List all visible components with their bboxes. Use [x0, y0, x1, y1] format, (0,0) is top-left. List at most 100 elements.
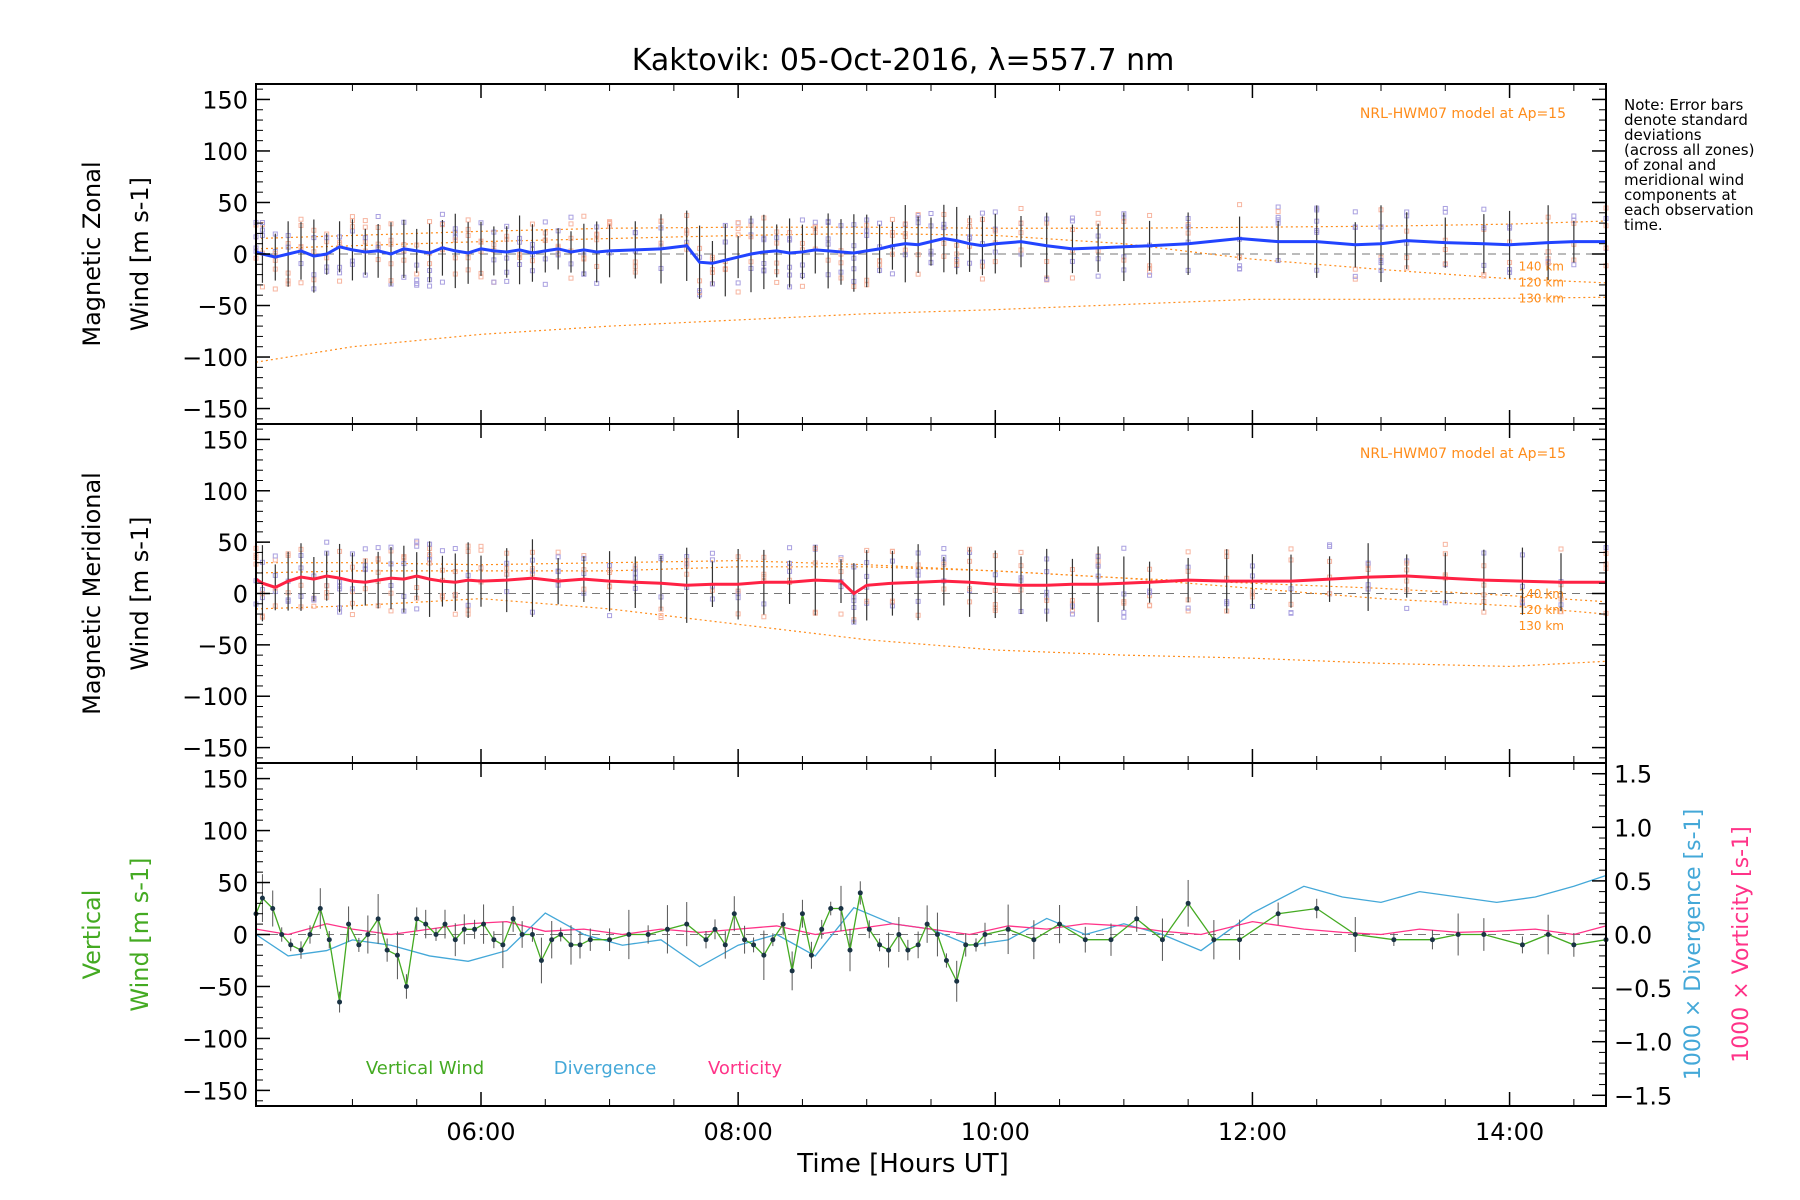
- y-tick-label: 0: [233, 241, 248, 269]
- zone-point: [1237, 266, 1243, 272]
- vertical-wind-point: [472, 926, 478, 932]
- zone-point: [735, 280, 741, 286]
- y-tick-label: 0: [233, 581, 248, 609]
- x-tick-label: 12:00: [1218, 1118, 1287, 1146]
- right-tick-label: 1.5: [1614, 761, 1652, 789]
- zone-point: [1237, 263, 1243, 269]
- vertical-wind-point: [847, 947, 853, 953]
- vertical-wind-point: [491, 937, 497, 943]
- x-tick-label: 10:00: [961, 1118, 1030, 1146]
- zone-point: [478, 543, 484, 549]
- zone-point: [478, 547, 484, 553]
- zone-point: [1481, 609, 1487, 615]
- zone-point: [735, 289, 741, 295]
- zone-point: [1275, 209, 1281, 215]
- zone-point: [1352, 276, 1358, 282]
- vertical-wind-point: [799, 911, 805, 917]
- zone-point: [272, 286, 278, 292]
- right-tick-label: 1.0: [1614, 814, 1652, 842]
- model-alt-label: 120 km: [1519, 603, 1564, 617]
- vertical-wind-point: [500, 942, 506, 948]
- vertical-wind-point: [414, 916, 420, 922]
- vertical-wind-point: [924, 921, 930, 927]
- vertical-wind-point: [1545, 932, 1551, 937]
- vertical-wind-point: [529, 932, 535, 937]
- y-axis-label-line1: Magnetic Meridional: [78, 472, 106, 715]
- vertical-wind-point: [886, 947, 892, 953]
- zone-point: [324, 539, 330, 545]
- vertical-wind-point: [307, 932, 313, 937]
- zone-point: [298, 216, 304, 222]
- zone-point: [542, 281, 548, 287]
- right-axis-label-divergence: 1000 × Divergence [s-1]: [1681, 809, 1706, 1080]
- y-axis-label-line1: Vertical: [78, 890, 106, 980]
- vertical-wind-point: [664, 926, 670, 932]
- model-line-alt_120: [256, 560, 1607, 615]
- y-tick-label: 50: [217, 529, 248, 557]
- x-tick-label: 08:00: [704, 1118, 773, 1146]
- model-label: NRL-HWM07 model at Ap=15: [1360, 446, 1566, 462]
- zone-point: [812, 219, 818, 225]
- zone-point: [298, 280, 304, 286]
- vertical-wind-point: [558, 932, 564, 937]
- zone-point: [889, 271, 895, 277]
- zone-point: [1069, 275, 1075, 281]
- zone-point: [272, 557, 278, 563]
- zone-point: [1018, 205, 1024, 211]
- x-tick-label: 14:00: [1475, 1118, 1544, 1146]
- right-tick-label: −1.0: [1614, 1029, 1672, 1057]
- vertical-wind-point: [607, 937, 613, 943]
- vertical-wind-point: [1005, 926, 1011, 932]
- zone-point: [761, 614, 767, 620]
- vertical-wind-point: [857, 890, 863, 896]
- vertical-wind-point: [1185, 900, 1191, 906]
- right-tick-label: 0.0: [1614, 922, 1652, 950]
- zone-point: [1185, 605, 1191, 611]
- legend-item: Vorticity: [708, 1058, 782, 1079]
- zone-point: [838, 611, 844, 617]
- zone-point: [414, 606, 420, 612]
- vertical-wind-point: [259, 895, 265, 901]
- vertical-wind-point: [877, 942, 883, 948]
- vertical-wind-point: [645, 932, 651, 937]
- vertical-wind-point: [1275, 911, 1281, 917]
- zone-point: [799, 283, 805, 289]
- vertical-wind-point: [346, 921, 352, 927]
- right-tick-label: −0.5: [1614, 975, 1672, 1003]
- zone-point: [1481, 273, 1487, 279]
- zone-point: [1185, 608, 1191, 614]
- zone-point: [439, 279, 445, 285]
- zone-point: [1352, 209, 1358, 215]
- zone-point: [735, 220, 741, 226]
- y-tick-label: 150: [202, 766, 248, 794]
- zone-point: [1147, 603, 1153, 609]
- zone-point: [709, 550, 715, 556]
- zone-point: [1571, 213, 1577, 219]
- chart-note: Note: Error bars denote standard deviati…: [1624, 96, 1755, 234]
- vertical-wind-point: [1391, 937, 1397, 943]
- zone-point: [992, 209, 998, 215]
- zone-point: [581, 213, 587, 219]
- x-tick-label: 06:00: [446, 1118, 515, 1146]
- vertical-wind-point: [433, 932, 439, 937]
- zone-point: [799, 217, 805, 223]
- series-line-divergence: [255, 874, 1607, 968]
- vertical-wind-point: [394, 952, 400, 958]
- zone-point: [1121, 545, 1127, 551]
- y-axis-label-line2: Wind [m s-1]: [126, 177, 154, 331]
- vertical-wind-point: [365, 932, 371, 937]
- vertical-wind-point: [587, 937, 593, 943]
- vertical-wind-point: [808, 952, 814, 958]
- series-line-zonal: [255, 237, 1606, 265]
- model-line-alt_110: [255, 296, 1607, 363]
- zone-point: [1404, 605, 1410, 611]
- legend-item: Divergence: [554, 1058, 657, 1079]
- zone-point: [568, 221, 574, 227]
- vertical-wind-point: [963, 942, 969, 948]
- series-line-vertical: [255, 892, 1607, 1003]
- zone-point: [1558, 546, 1564, 552]
- zone-point: [607, 613, 613, 619]
- vertical-wind-point: [789, 968, 795, 974]
- zone-point: [1069, 218, 1075, 224]
